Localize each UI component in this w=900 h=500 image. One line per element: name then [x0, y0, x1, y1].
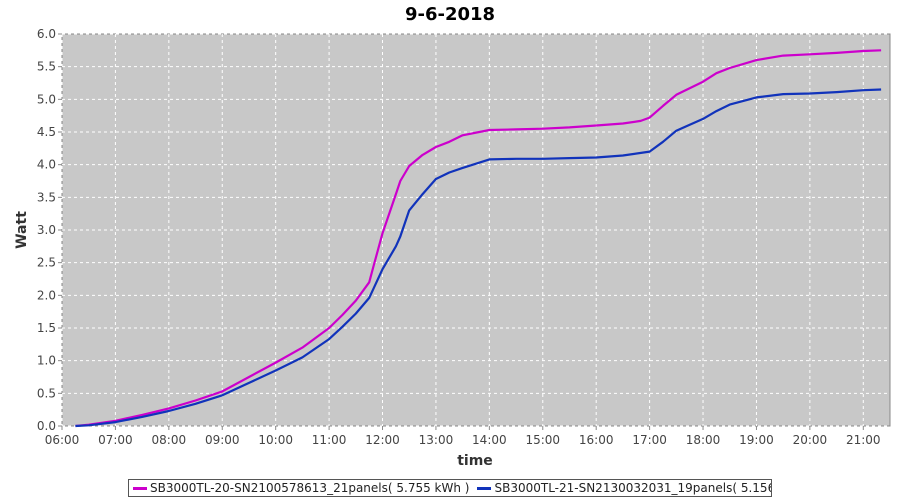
- x-tick-label: 17:00: [632, 433, 667, 447]
- y-tick-label: 2.0: [37, 288, 56, 302]
- y-tick-label: 5.0: [37, 92, 56, 106]
- x-tick-label: 13:00: [419, 433, 454, 447]
- x-tick-label: 21:00: [846, 433, 881, 447]
- x-tick-label: 08:00: [152, 433, 187, 447]
- x-tick-label: 16:00: [579, 433, 614, 447]
- legend-label: SB3000TL-21-SN2130032031_19panels( 5.156…: [494, 481, 772, 495]
- x-tick-label: 19:00: [739, 433, 774, 447]
- legend-swatch: [477, 486, 492, 490]
- x-tick-label: 11:00: [312, 433, 347, 447]
- y-tick-label: 0.5: [37, 386, 56, 400]
- y-tick-label: 4.0: [37, 158, 56, 172]
- series-layer: [75, 49, 882, 428]
- legend-item-2: SB3000TL-21-SN2130032031_19panels( 5.156…: [477, 481, 772, 495]
- legend: SB3000TL-20-SN2100578613_21panels( 5.755…: [128, 479, 772, 497]
- x-tick-label: 20:00: [793, 433, 828, 447]
- x-tick-label: 07:00: [98, 433, 133, 447]
- x-tick-label: 06:00: [45, 433, 80, 447]
- grid-layer: [61, 33, 890, 427]
- series-line-2: [75, 88, 882, 428]
- tick-layer: 0.0 0.5 1.0 1.5 2.0 2.5 3.0 3.5 4.0 4.5 5.0 5.5 6.0 0…: [37, 27, 881, 447]
- x-axis-title: time: [457, 453, 493, 469]
- x-tick-label: 14:00: [472, 433, 507, 447]
- y-tick-label: 0.0: [37, 419, 56, 433]
- legend-label: SB3000TL-20-SN2100578613_21panels( 5.755…: [150, 481, 470, 495]
- y-tick-label: 3.0: [37, 223, 56, 237]
- x-tick-label: 12:00: [365, 433, 400, 447]
- chart-title: 9-6-2018: [404, 4, 496, 25]
- y-tick-label: 1.0: [37, 354, 56, 368]
- x-tick-label: 18:00: [686, 433, 721, 447]
- x-tick-label: 15:00: [525, 433, 560, 447]
- series-line-1: [75, 49, 882, 428]
- legend-item-1: SB3000TL-20-SN2100578613_21panels( 5.755…: [133, 481, 469, 495]
- legend-swatch: [133, 486, 147, 490]
- y-tick-label: 1.5: [37, 321, 56, 335]
- y-tick-label: 3.5: [37, 190, 56, 204]
- chart-svg: 0.0 0.5 1.0 1.5 2.0 2.5 3.0 3.5 4.0 4.5 5.0 5.5 6.0 0…: [14, 27, 891, 469]
- x-tick-label: 10:00: [258, 433, 293, 447]
- y-tick-label: 6.0: [37, 27, 56, 41]
- y-axis-title: Watt: [14, 211, 30, 249]
- x-tick-label: 09:00: [205, 433, 240, 447]
- y-tick-label: 5.5: [37, 60, 56, 74]
- y-tick-label: 2.5: [37, 256, 56, 270]
- y-tick-label: 4.5: [37, 125, 56, 139]
